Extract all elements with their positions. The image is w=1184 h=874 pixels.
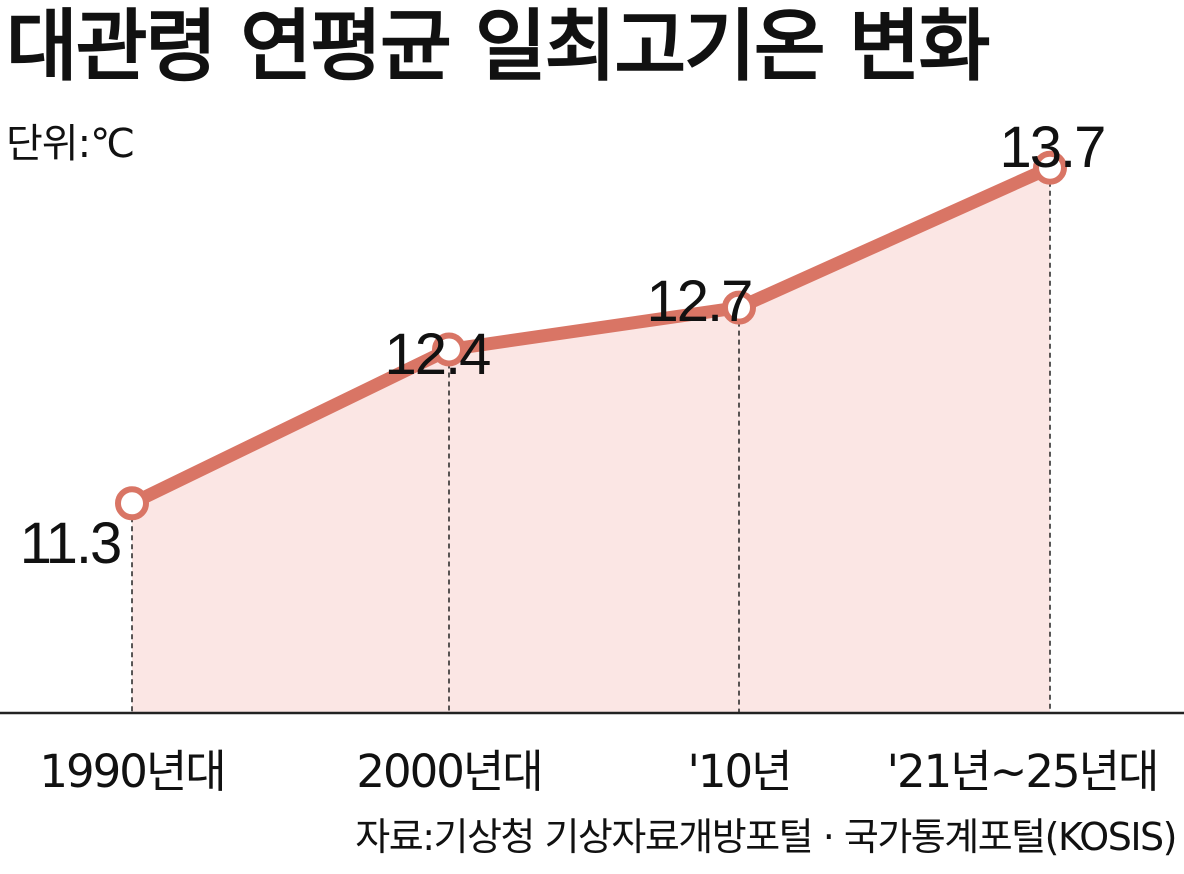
data-label-2: 12.7 — [647, 269, 752, 334]
data-point-0 — [115, 486, 149, 521]
chart-title: 대관령 연평균 일최고기온 변화 — [6, 2, 990, 92]
data-label-3: 13.7 — [1000, 115, 1105, 180]
data-label-0: 11.3 — [20, 511, 121, 576]
data-point-2 — [722, 290, 756, 325]
data-label-1: 12.4 — [385, 322, 491, 387]
x-tick-label-2: '10년 — [687, 745, 790, 798]
x-tick-label-0: 1990년대 — [39, 745, 224, 798]
x-tick-label-3: '21년~25년대 — [887, 745, 1158, 798]
area-fill — [132, 167, 1050, 713]
data-point-3 — [1033, 150, 1067, 185]
x-tick-label-1: 2000년대 — [356, 745, 541, 798]
series-line — [125, 161, 1057, 510]
source-note: 자료:기상청 기상자료개방포털 · 국가통계포털(KOSIS) — [355, 815, 1177, 859]
data-point-1 — [432, 332, 466, 367]
unit-label: 단위:℃ — [6, 121, 135, 167]
